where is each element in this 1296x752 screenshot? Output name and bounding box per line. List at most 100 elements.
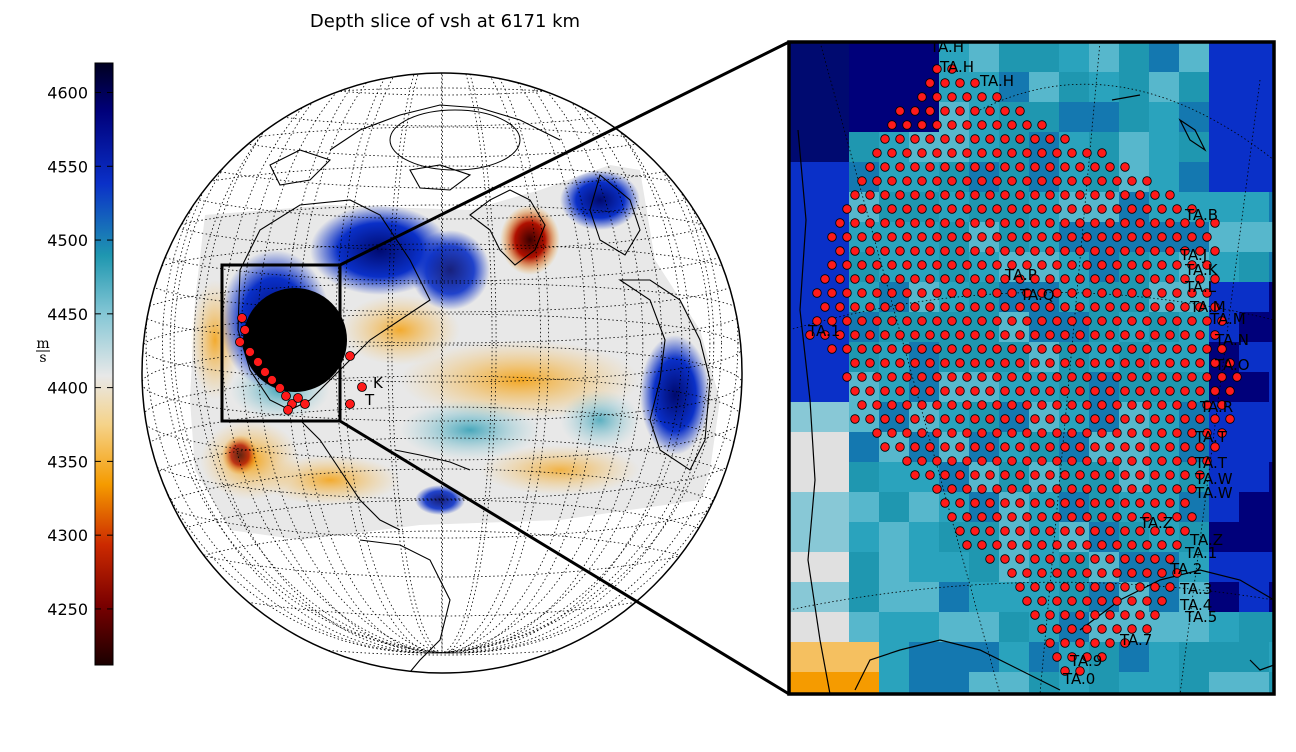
station-marker — [1157, 288, 1167, 298]
station-marker — [1037, 456, 1047, 466]
station-marker — [1097, 484, 1107, 494]
field-cell — [1179, 552, 1210, 583]
station-marker — [970, 358, 980, 368]
station-marker — [842, 204, 852, 214]
station-marker — [1180, 414, 1190, 424]
station-marker — [1187, 204, 1197, 214]
station-marker — [1052, 400, 1062, 410]
station-marker — [977, 148, 987, 158]
field-cell — [1239, 282, 1270, 313]
field-cell — [1119, 672, 1150, 694]
station-marker — [1022, 512, 1032, 522]
field-cell — [969, 612, 1000, 643]
field-cell — [789, 42, 820, 73]
station-marker — [925, 78, 935, 88]
field-cell — [819, 102, 850, 133]
station-marker — [1075, 190, 1085, 200]
field-cell — [879, 522, 910, 553]
field-cell — [1209, 72, 1240, 103]
station-marker — [1150, 498, 1160, 508]
station-marker — [1030, 386, 1040, 396]
station-marker — [1135, 274, 1145, 284]
station-marker — [1142, 484, 1152, 494]
station-marker — [1157, 512, 1167, 522]
station-marker — [1060, 190, 1070, 200]
station-marker — [1037, 232, 1047, 242]
station-marker — [925, 470, 935, 480]
station-marker — [1195, 218, 1205, 228]
colorbar-tick-label: 4300 — [47, 526, 88, 545]
station-marker — [1082, 148, 1092, 158]
station-marker — [1187, 456, 1197, 466]
field-cell — [1269, 132, 1274, 163]
parallel-line — [142, 87, 742, 189]
station-marker — [1105, 582, 1115, 592]
station-marker — [1120, 610, 1130, 620]
field-cell — [1269, 252, 1274, 283]
station-marker — [1075, 246, 1085, 256]
station-marker — [1150, 218, 1160, 228]
station-marker — [812, 316, 822, 326]
station-marker — [947, 232, 957, 242]
station-marker — [1082, 568, 1092, 578]
field-cell — [1209, 192, 1240, 223]
station-marker — [1135, 498, 1145, 508]
station-marker — [955, 526, 965, 536]
station-marker — [1030, 246, 1040, 256]
station-marker — [1090, 582, 1100, 592]
field-cell — [1119, 42, 1150, 73]
station-marker — [1180, 498, 1190, 508]
station-marker — [962, 92, 972, 102]
station-marker — [977, 316, 987, 326]
station-marker — [895, 274, 905, 284]
station-marker — [1015, 106, 1025, 116]
station-marker — [1120, 414, 1130, 424]
zoom-box — [220, 263, 342, 423]
field-cell — [1269, 522, 1274, 553]
colorbar-tick-label: 4550 — [47, 157, 88, 176]
station-marker — [1187, 428, 1197, 438]
station-marker — [887, 120, 897, 130]
station-marker — [940, 470, 950, 480]
field-cell — [1269, 432, 1274, 463]
station-marker — [880, 162, 890, 172]
station-marker — [1180, 358, 1190, 368]
field-cell — [819, 492, 850, 523]
graticule — [142, 73, 742, 656]
colorbar-tick-label: 4500 — [47, 231, 88, 250]
station-marker — [1022, 400, 1032, 410]
station-marker — [1052, 372, 1062, 382]
station-marker — [1165, 358, 1175, 368]
station-marker — [977, 400, 987, 410]
station-label: TA.3 — [1179, 580, 1212, 598]
station-marker — [970, 498, 980, 508]
station-marker — [1150, 358, 1160, 368]
station-marker — [1127, 232, 1137, 242]
field-cell — [1269, 42, 1274, 73]
station-marker — [1030, 330, 1040, 340]
field-cell — [909, 582, 940, 613]
station-marker — [1210, 274, 1220, 284]
station-marker — [880, 274, 890, 284]
station-marker — [895, 162, 905, 172]
station-marker — [1022, 596, 1032, 606]
station-marker — [1217, 344, 1227, 354]
station-label: TA.P — [1004, 266, 1037, 284]
station-marker — [970, 470, 980, 480]
station-marker — [1090, 442, 1100, 452]
station-marker — [842, 372, 852, 382]
station-marker — [1150, 414, 1160, 424]
station-marker — [985, 526, 995, 536]
station-marker — [902, 428, 912, 438]
field-cell — [909, 552, 940, 583]
station-marker — [1000, 358, 1010, 368]
station-marker — [977, 344, 987, 354]
field-cell — [1239, 552, 1270, 583]
station-marker — [1135, 358, 1145, 368]
station-marker — [1150, 582, 1160, 592]
station-marker — [1112, 288, 1122, 298]
station-marker — [1045, 582, 1055, 592]
station-marker — [1030, 162, 1040, 172]
station-marker — [857, 288, 867, 298]
station-marker — [1187, 232, 1197, 242]
